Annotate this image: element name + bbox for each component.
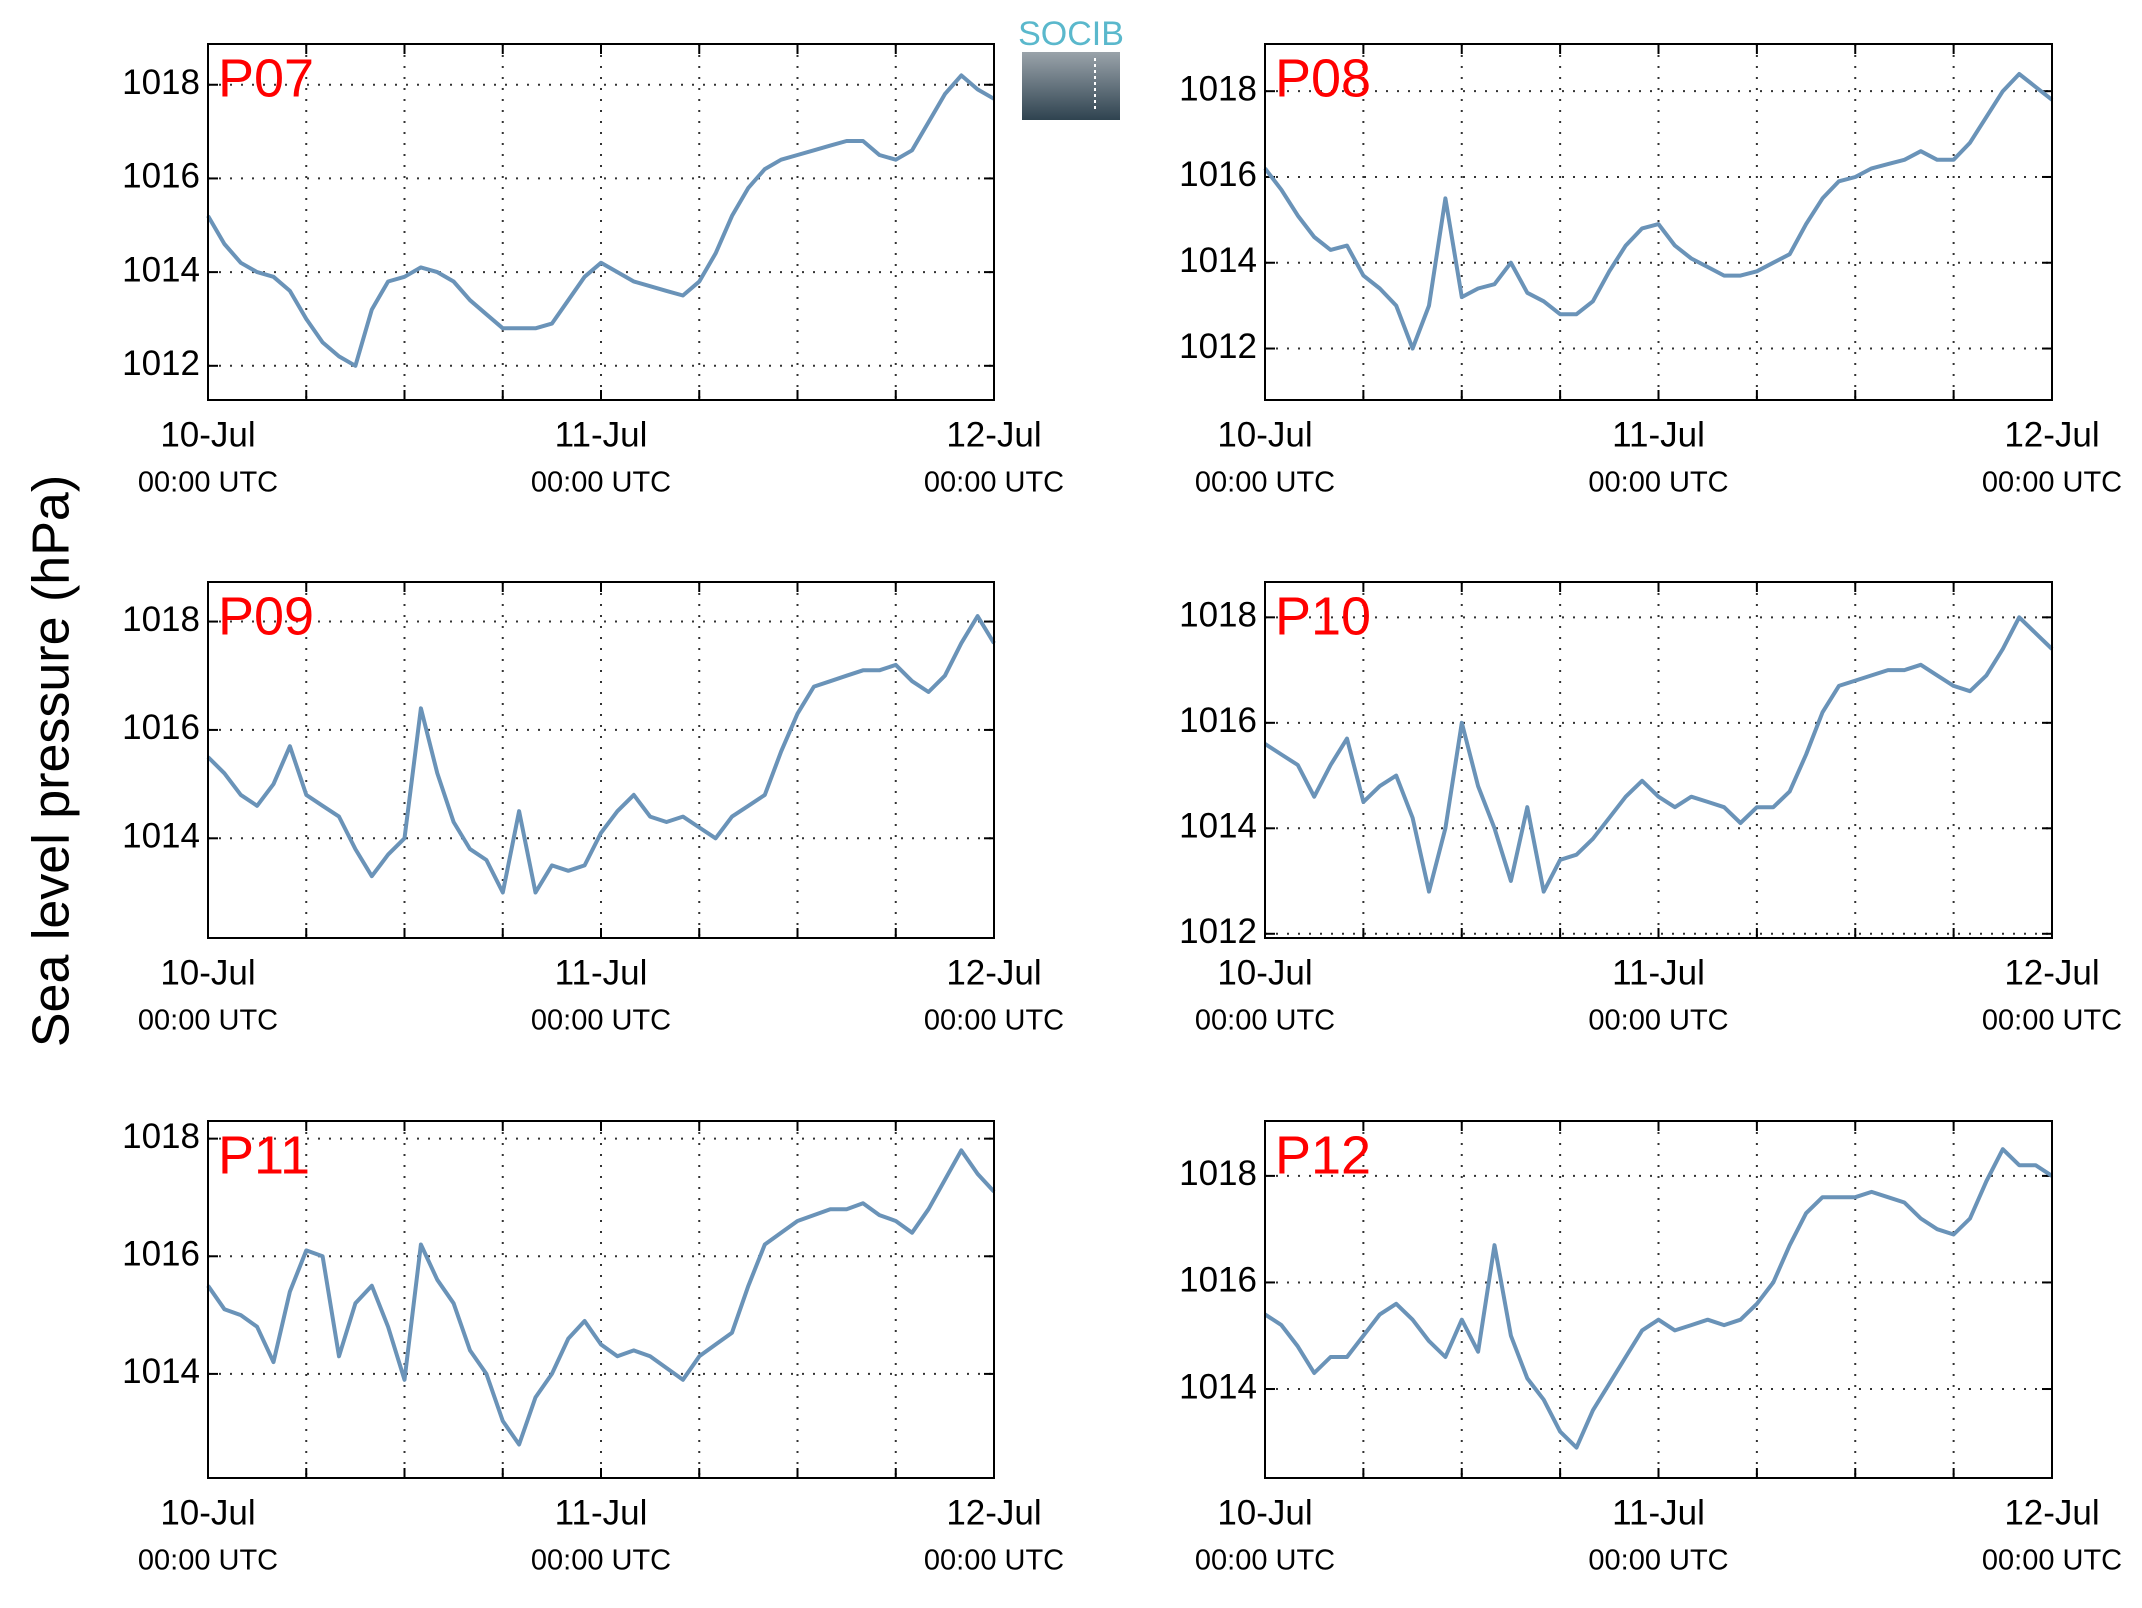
- y-axis-label: Sea level pressure (hPa): [23, 475, 81, 1047]
- plot-frame: [207, 581, 995, 939]
- data-line: [1263, 615, 2054, 894]
- x-tick-label: 11-Jul: [1612, 1493, 1705, 1532]
- data-line: [1263, 1147, 2054, 1450]
- panel-title: P07: [218, 48, 314, 108]
- x-tick-label: 12-Jul: [946, 1493, 1041, 1532]
- y-tick-label: 1016: [122, 708, 200, 747]
- plot-frame: [1264, 581, 2053, 939]
- x-tick-sublabel: 00:00 UTC: [1982, 467, 2122, 499]
- x-tick-sublabel: 00:00 UTC: [1588, 467, 1728, 499]
- x-tick-label: 11-Jul: [555, 415, 648, 454]
- x-tick-label: 12-Jul: [2004, 1493, 2099, 1532]
- y-tick-label: 1014: [122, 817, 200, 856]
- x-tick-label: 10-Jul: [160, 415, 255, 454]
- x-tick-sublabel: 00:00 UTC: [1588, 1005, 1728, 1037]
- x-tick-sublabel: 00:00 UTC: [531, 467, 671, 499]
- y-tick-label: 1018: [122, 1117, 200, 1156]
- y-tick-label: 1018: [122, 63, 200, 102]
- y-tick-label: 1016: [1179, 155, 1257, 194]
- y-tick-label: 1016: [122, 1235, 200, 1274]
- y-tick-label: 1014: [1179, 241, 1257, 280]
- x-tick-sublabel: 00:00 UTC: [924, 1005, 1064, 1037]
- data-line: [206, 73, 995, 368]
- x-tick-label: 12-Jul: [946, 953, 1041, 992]
- x-tick-sublabel: 00:00 UTC: [531, 1005, 671, 1037]
- x-tick-label: 11-Jul: [1612, 415, 1705, 454]
- plot-frame: [1264, 1120, 2053, 1479]
- panel-title: P10: [1275, 586, 1371, 646]
- y-tick-label: 1018: [122, 600, 200, 639]
- panel-title: P11: [218, 1125, 310, 1185]
- x-tick-label: 12-Jul: [2004, 953, 2099, 992]
- x-tick-sublabel: 00:00 UTC: [1195, 467, 1335, 499]
- plot-frame: [207, 1120, 995, 1479]
- plot-frame: [207, 43, 995, 401]
- x-tick-sublabel: 00:00 UTC: [1982, 1545, 2122, 1577]
- x-tick-sublabel: 00:00 UTC: [1195, 1005, 1335, 1037]
- panel-title: P09: [218, 586, 314, 646]
- y-tick-label: 1012: [1179, 912, 1257, 951]
- plot-frame: [1264, 43, 2053, 401]
- x-tick-sublabel: 00:00 UTC: [924, 467, 1064, 499]
- x-tick-sublabel: 00:00 UTC: [1588, 1545, 1728, 1577]
- x-tick-label: 10-Jul: [160, 953, 255, 992]
- y-tick-label: 1014: [122, 250, 200, 289]
- data-line: [206, 614, 996, 895]
- x-tick-label: 10-Jul: [1217, 415, 1312, 454]
- logo-box: [1022, 52, 1120, 120]
- y-tick-label: 1014: [1179, 1367, 1257, 1406]
- y-tick-label: 1018: [1179, 1154, 1257, 1193]
- y-tick-label: 1014: [1179, 807, 1257, 846]
- panel-title: P08: [1275, 48, 1371, 108]
- logo-text: SOCIB: [1018, 15, 1124, 53]
- x-tick-label: 11-Jul: [555, 1493, 648, 1532]
- x-tick-sublabel: 00:00 UTC: [531, 1545, 671, 1577]
- y-tick-label: 1012: [1179, 327, 1257, 366]
- x-tick-label: 11-Jul: [555, 953, 648, 992]
- x-tick-label: 12-Jul: [946, 415, 1041, 454]
- data-line: [206, 1148, 996, 1447]
- y-tick-label: 1016: [1179, 1261, 1257, 1300]
- x-tick-sublabel: 00:00 UTC: [138, 1005, 278, 1037]
- x-tick-sublabel: 00:00 UTC: [138, 1545, 278, 1577]
- x-tick-label: 11-Jul: [1612, 953, 1705, 992]
- y-tick-label: 1012: [122, 344, 200, 383]
- x-tick-sublabel: 00:00 UTC: [1982, 1005, 2122, 1037]
- x-tick-sublabel: 00:00 UTC: [924, 1545, 1064, 1577]
- x-tick-label: 10-Jul: [1217, 953, 1312, 992]
- y-tick-label: 1014: [122, 1352, 200, 1391]
- y-tick-label: 1016: [122, 157, 200, 196]
- y-tick-label: 1018: [1179, 596, 1257, 635]
- x-tick-label: 10-Jul: [160, 1493, 255, 1532]
- panel-title: P12: [1275, 1125, 1371, 1185]
- x-tick-label: 12-Jul: [2004, 415, 2099, 454]
- data-line: [1263, 72, 2054, 351]
- x-tick-sublabel: 00:00 UTC: [138, 467, 278, 499]
- x-tick-label: 10-Jul: [1217, 1493, 1312, 1532]
- y-tick-label: 1016: [1179, 701, 1257, 740]
- x-tick-sublabel: 00:00 UTC: [1195, 1545, 1335, 1577]
- y-tick-label: 1018: [1179, 69, 1257, 108]
